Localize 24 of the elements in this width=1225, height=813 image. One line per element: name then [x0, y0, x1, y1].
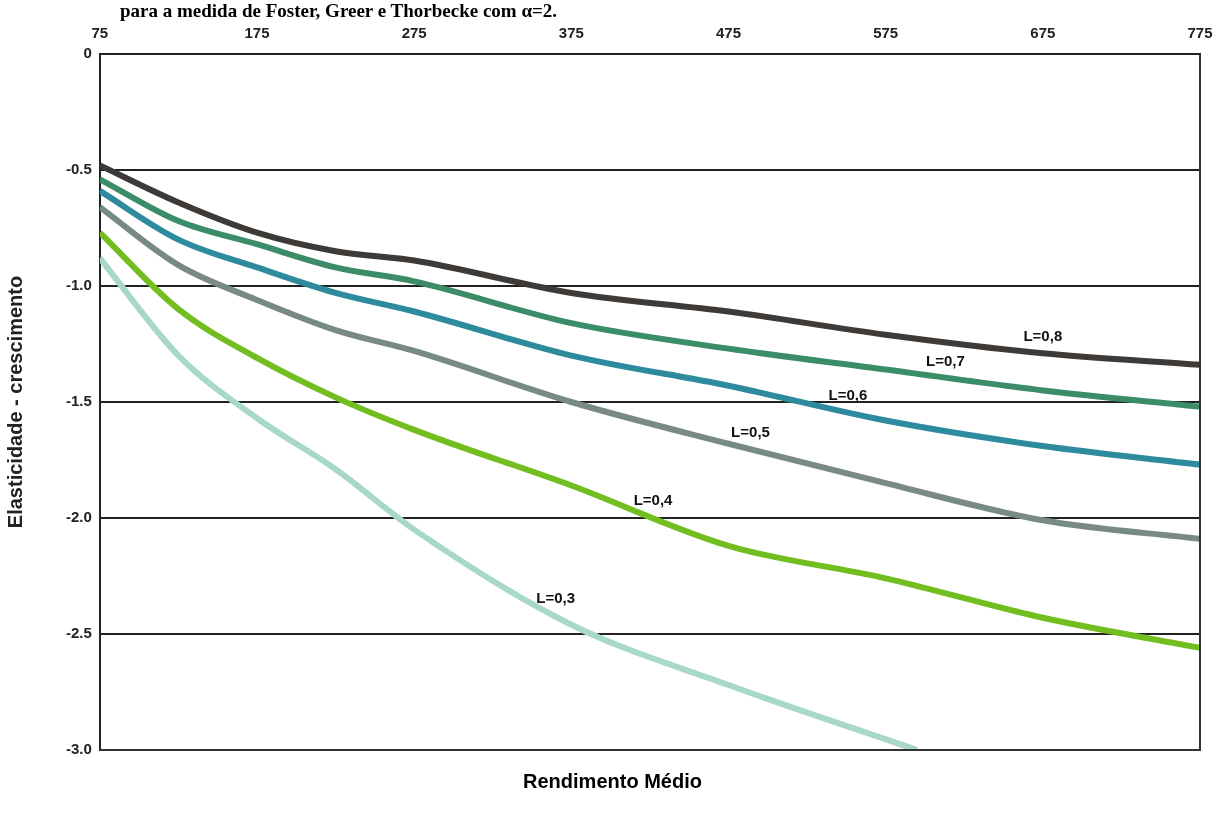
x-tick-label: 275: [401, 24, 427, 42]
y-tick-label: -0.5: [65, 160, 92, 178]
series-label: L=0,7: [926, 351, 965, 369]
y-tick-label: -3.0: [65, 740, 92, 758]
series-label: L=0,6: [828, 386, 868, 404]
x-tick-label: 675: [1030, 24, 1056, 42]
y-tick-label: -2.0: [65, 508, 92, 526]
x-tick-label: 775: [1187, 24, 1213, 42]
y-axis-title: Elasticidade - crescimento: [3, 275, 26, 529]
series-label: L=0,8: [1023, 327, 1063, 345]
x-axis-title: Rendimento Médio: [522, 770, 703, 793]
series-label: L=0,3: [536, 589, 576, 607]
chart-title: para a medida de Foster, Greer e Thorbecke com α=2.: [120, 0, 558, 22]
y-tick-label: -2.5: [65, 624, 92, 642]
series-label: L=0,4: [633, 491, 674, 509]
x-tick-label: 75: [91, 24, 109, 42]
y-tick-label: -1.0: [65, 276, 92, 294]
y-tick-label: 0: [83, 44, 92, 62]
x-tick-label: 175: [244, 24, 270, 42]
x-tick-label: 575: [873, 24, 899, 42]
y-tick-label: -1.5: [65, 392, 92, 410]
x-tick-label: 475: [715, 24, 742, 42]
x-tick-label: 375: [558, 24, 584, 42]
series-label: L=0,5: [731, 423, 770, 441]
